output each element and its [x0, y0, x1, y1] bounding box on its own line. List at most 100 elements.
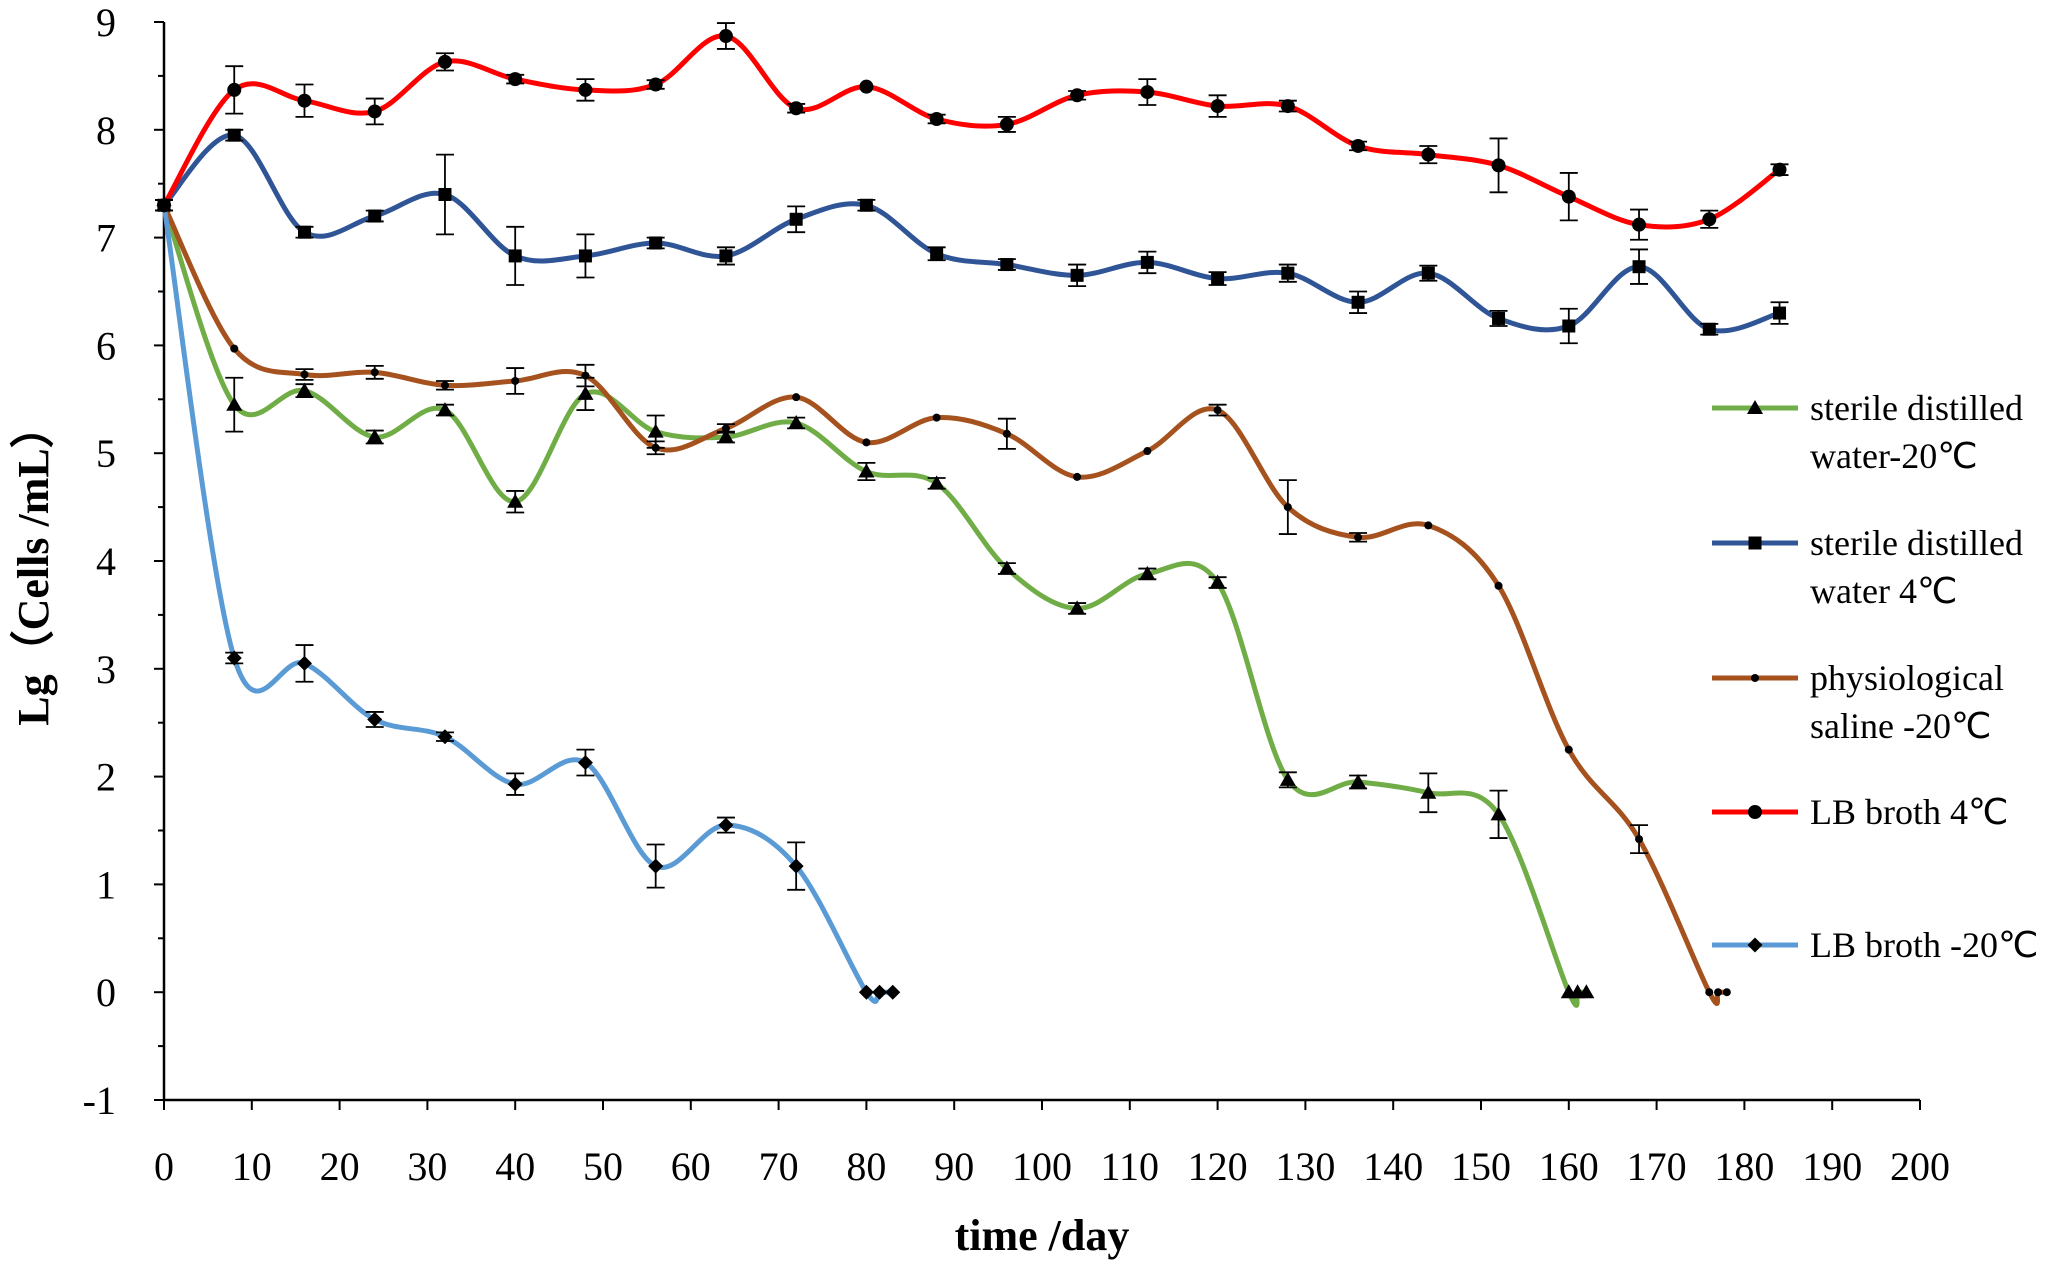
data-point — [1280, 99, 1295, 114]
data-point — [932, 413, 941, 422]
data-point — [789, 212, 803, 226]
y-axis-ticks: -1 0 1 2 3 4 5 6 7 8 9 — [83, 0, 164, 1123]
data-point — [370, 368, 379, 377]
data-point — [1002, 429, 1011, 438]
data-point — [1705, 988, 1714, 997]
x-tick-label: 60 — [671, 1144, 711, 1189]
data-point — [438, 187, 452, 201]
legend-marker — [1747, 400, 1763, 414]
data-point — [858, 984, 874, 1000]
data-point — [1073, 472, 1082, 481]
data-point — [930, 247, 944, 261]
data-point — [1143, 447, 1152, 456]
data-point — [1213, 406, 1222, 415]
data-point — [1702, 322, 1716, 336]
data-point — [507, 493, 524, 508]
data-point — [1354, 533, 1363, 542]
data-point — [717, 429, 734, 444]
x-tick-label: 170 — [1627, 1144, 1687, 1189]
data-point — [1421, 147, 1436, 162]
data-point — [227, 82, 242, 97]
legend-label: LB broth -20℃ — [1810, 925, 2038, 965]
legend-marker — [1748, 805, 1762, 819]
x-tick-label: 180 — [1714, 1144, 1774, 1189]
legend-marker — [1747, 937, 1763, 953]
legend-item: sterile distilled water-20℃ — [1712, 388, 2023, 476]
y-tick-label: 1 — [96, 862, 116, 907]
data-markers — [156, 29, 1787, 1000]
data-point — [929, 112, 944, 127]
x-tick-label: 110 — [1101, 1144, 1160, 1189]
x-axis-title: time /day — [955, 1211, 1130, 1260]
data-point — [859, 79, 874, 94]
data-point — [227, 128, 241, 142]
legend-item: sterile distilled water 4℃ — [1712, 523, 2023, 611]
data-point — [511, 376, 520, 385]
data-point — [300, 370, 309, 379]
data-point — [998, 560, 1015, 575]
x-tick-label: 90 — [934, 1144, 974, 1189]
y-tick-label: 7 — [96, 216, 116, 261]
data-point — [885, 984, 901, 1000]
y-tick-label: 0 — [96, 970, 116, 1015]
data-point — [1211, 272, 1225, 286]
data-point — [1578, 984, 1595, 999]
data-point — [1420, 784, 1437, 799]
data-point — [1561, 189, 1576, 204]
data-point — [1714, 988, 1723, 997]
data-point — [1350, 773, 1367, 788]
x-tick-label: 100 — [1012, 1144, 1072, 1189]
data-point — [1702, 212, 1717, 227]
y-tick-label: 4 — [96, 539, 116, 584]
x-tick-label: 70 — [759, 1144, 799, 1189]
data-point — [859, 198, 873, 212]
data-point — [297, 225, 311, 239]
series-lines — [161, 33, 1783, 1008]
data-point — [788, 858, 804, 874]
data-point — [1209, 574, 1226, 589]
series-line-4 — [161, 202, 896, 1004]
series-line-0 — [161, 202, 1589, 1008]
x-tick-label: 150 — [1451, 1144, 1511, 1189]
legend-item: physiological saline -20℃ — [1712, 658, 2004, 746]
legend-item: LB broth -20℃ — [1712, 925, 2038, 965]
y-tick-label: -1 — [83, 1078, 116, 1123]
data-point — [1210, 99, 1225, 114]
data-point — [792, 393, 801, 402]
legend-label: water 4℃ — [1810, 571, 1957, 611]
data-point — [999, 117, 1014, 132]
data-point — [1562, 319, 1576, 333]
data-point — [437, 729, 453, 745]
data-point — [647, 423, 664, 438]
series-line-3 — [161, 33, 1783, 230]
data-point — [1140, 85, 1155, 100]
error-bars — [155, 22, 1789, 891]
data-point — [577, 755, 593, 771]
data-point — [1772, 162, 1787, 177]
data-point — [296, 382, 313, 397]
data-point — [721, 424, 730, 433]
x-tick-label: 80 — [846, 1144, 886, 1189]
legend-label: physiological — [1810, 658, 2004, 698]
data-point — [1281, 266, 1295, 280]
data-point — [718, 29, 733, 44]
y-tick-label: 2 — [96, 755, 116, 800]
x-tick-label: 50 — [583, 1144, 623, 1189]
data-point — [1351, 295, 1365, 309]
data-point — [1564, 745, 1573, 754]
data-point — [581, 371, 590, 380]
data-point — [872, 984, 888, 1000]
y-tick-label: 9 — [96, 0, 116, 45]
legend-label: water-20℃ — [1810, 436, 1978, 476]
data-point — [1351, 138, 1366, 153]
data-point — [436, 402, 453, 417]
data-point — [578, 82, 593, 97]
legend-label: saline -20℃ — [1810, 706, 1991, 746]
data-point — [1424, 521, 1433, 530]
data-point — [296, 655, 312, 671]
data-point — [1283, 503, 1292, 512]
legend-label: sterile distilled — [1810, 523, 2023, 563]
data-point — [789, 101, 804, 116]
